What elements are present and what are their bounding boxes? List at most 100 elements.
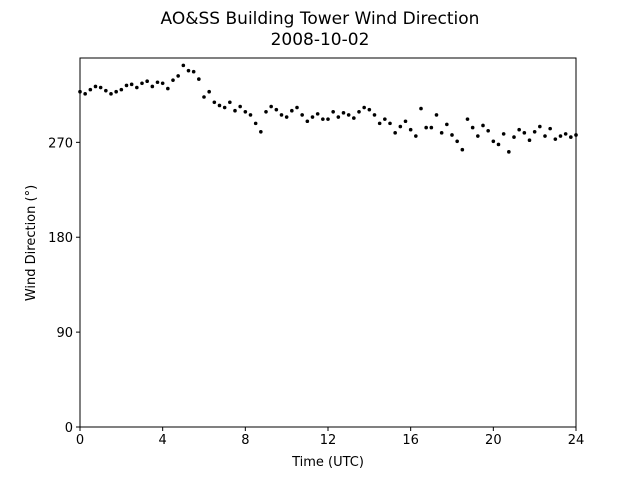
data-point — [517, 127, 521, 132]
data-point — [269, 104, 273, 109]
data-point — [150, 84, 155, 89]
data-point — [300, 113, 304, 117]
data-point — [295, 105, 299, 110]
data-point — [460, 147, 465, 152]
x-tick-label: 12 — [320, 433, 337, 448]
data-point — [372, 113, 377, 117]
data-point — [171, 78, 175, 82]
data-point — [367, 107, 372, 112]
chart-title: AO&SS Building Tower Wind Direction — [161, 9, 480, 29]
data-point — [445, 122, 449, 127]
data-point — [140, 81, 144, 86]
y-axis-label: Wind Direction (°) — [24, 185, 39, 301]
data-point — [424, 125, 428, 130]
data-point — [228, 100, 232, 105]
data-point — [548, 126, 552, 131]
data-point — [408, 127, 413, 132]
data-point — [357, 109, 361, 114]
data-point — [388, 121, 392, 126]
data-point — [341, 111, 346, 115]
data-point — [507, 150, 511, 154]
data-point — [538, 124, 542, 129]
y-tick-label: 180 — [48, 231, 73, 246]
data-point — [393, 131, 397, 135]
data-point — [553, 137, 558, 141]
data-point — [93, 84, 98, 89]
y-tick-label: 0 — [65, 421, 73, 436]
data-point — [83, 92, 87, 96]
data-point — [563, 132, 568, 136]
data-point — [233, 108, 237, 113]
data-point — [434, 113, 439, 117]
data-point — [119, 87, 124, 92]
data-point — [248, 113, 253, 117]
data-point — [527, 138, 532, 143]
data-point — [310, 115, 315, 119]
data-point — [481, 123, 485, 128]
data-point — [336, 115, 341, 119]
data-point — [212, 100, 217, 105]
data-point — [253, 121, 258, 126]
data-point — [558, 134, 563, 138]
data-point — [160, 81, 165, 86]
x-tick-label: 0 — [76, 433, 84, 448]
plot-frame — [79, 57, 577, 428]
data-point — [176, 74, 180, 78]
data-point — [217, 103, 222, 108]
data-point — [129, 82, 134, 87]
data-point — [243, 109, 248, 114]
data-point — [279, 113, 284, 117]
data-point — [377, 121, 382, 126]
y-tick-label: 270 — [48, 136, 73, 151]
data-point — [186, 68, 191, 73]
data-point — [104, 88, 108, 93]
data-point — [259, 130, 263, 134]
data-point — [532, 130, 537, 134]
data-point — [398, 124, 403, 129]
data-point — [501, 132, 506, 136]
data-point — [166, 86, 170, 91]
data-point — [496, 142, 501, 147]
data-point — [455, 139, 459, 144]
data-point — [290, 108, 294, 113]
data-point — [450, 133, 454, 137]
data-point — [238, 104, 242, 109]
data-point — [109, 92, 113, 96]
y-tick-label: 90 — [56, 326, 73, 341]
data-point — [429, 125, 434, 130]
data-point — [321, 117, 325, 121]
data-point — [362, 105, 366, 110]
data-point — [331, 109, 335, 114]
data-point — [305, 119, 310, 124]
chart-subtitle: 2008-10-02 — [271, 30, 370, 50]
data-point — [98, 85, 103, 90]
x-tick-label: 8 — [241, 433, 249, 448]
data-point — [181, 63, 186, 68]
data-point — [465, 117, 470, 121]
x-tick-label: 16 — [402, 433, 419, 448]
data-point — [222, 105, 227, 110]
data-point — [569, 135, 573, 139]
x-tick-label: 20 — [485, 433, 502, 448]
data-point — [491, 139, 496, 144]
data-point — [207, 89, 211, 94]
data-point — [135, 85, 139, 90]
data-point — [543, 134, 547, 138]
data-point — [486, 128, 490, 133]
data-point — [88, 87, 93, 92]
data-point — [414, 134, 418, 138]
data-point — [315, 112, 320, 116]
data-point — [326, 117, 330, 121]
data-point — [512, 135, 516, 139]
data-point — [264, 109, 268, 114]
data-point — [522, 131, 527, 135]
x-tick-label: 24 — [568, 433, 585, 448]
data-point — [470, 125, 475, 130]
data-point — [155, 80, 160, 85]
data-point — [284, 115, 289, 119]
data-point — [346, 113, 351, 117]
data-point — [439, 131, 444, 135]
data-point — [383, 117, 387, 121]
data-point — [191, 69, 196, 74]
